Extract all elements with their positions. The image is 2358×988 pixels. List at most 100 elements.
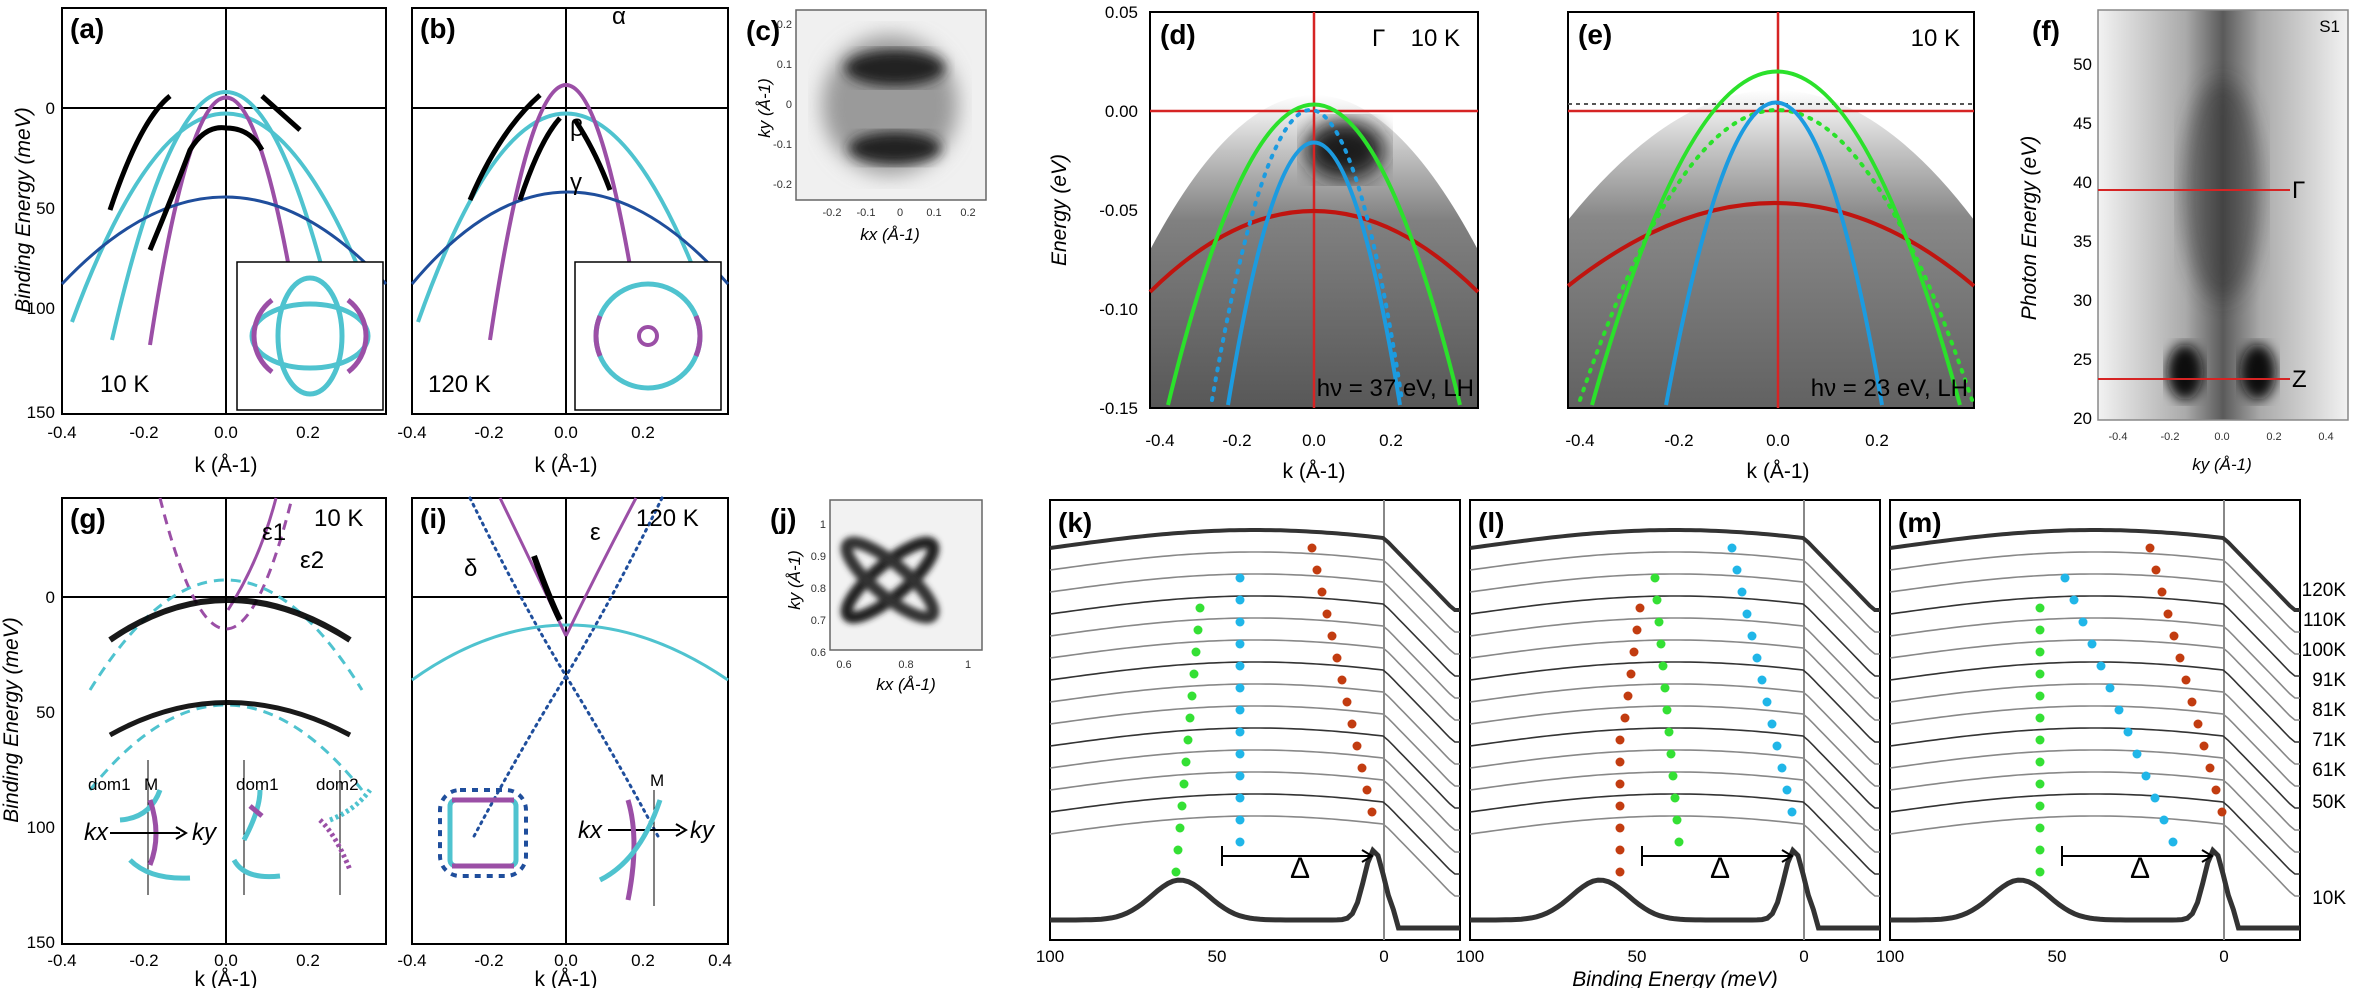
panel-b-inset-fs-pocket <box>637 325 659 347</box>
m-dot-series-2 <box>2168 837 2178 847</box>
m-dot-series-2 <box>2150 793 2160 803</box>
panel-d-photon: hν = 37 eV, LH <box>1317 375 1474 402</box>
f-ytick-50: 50 <box>2073 55 2092 74</box>
panel-i-inset-fs-cyan <box>447 797 519 869</box>
i-xtick-3: 0.0 <box>554 951 578 970</box>
panel-f-frame <box>2097 9 2349 421</box>
ab-ytick-150: 150 <box>27 403 55 422</box>
l-xtick-100: 100 <box>1456 947 1484 966</box>
m-dot-series-3 <box>2181 675 2191 685</box>
m-delta-label: Δ <box>2130 852 2150 885</box>
j-ytick-4: 0.7 <box>811 615 826 627</box>
l-delta-label: Δ <box>1710 852 1730 885</box>
panel-c-fs-bottom-lobe <box>849 132 941 164</box>
l-dot-series-2 <box>1654 617 1664 627</box>
k-edc-curve <box>1049 749 1460 831</box>
l-dot-series-3 <box>1747 631 1757 641</box>
f-ytick-35: 35 <box>2073 232 2092 251</box>
m-edc-curve <box>1889 705 2300 787</box>
k-xtick-50: 50 <box>1208 947 1227 966</box>
panel-i-inset-fs-purple <box>452 797 514 869</box>
b-xtick-3: 0.0 <box>554 423 578 442</box>
f-ytick-30: 30 <box>2073 291 2092 310</box>
panel-g-temp: 10 K <box>314 505 363 532</box>
de-ytick-1: 0.05 <box>1105 3 1138 22</box>
k-dot-series-2 <box>1235 771 1245 781</box>
k-dot-series-2 <box>1235 705 1245 715</box>
c-ytick-2: 0.1 <box>777 59 792 71</box>
m-dot-series-3 <box>2205 763 2215 773</box>
m-xtick-100: 100 <box>1876 947 1904 966</box>
m-dot-series-3 <box>2187 697 2197 707</box>
panel-j-label: (j) <box>770 503 796 534</box>
m-edc-curve <box>1889 528 2300 612</box>
l-dot-series-3 <box>1752 653 1762 663</box>
m-dot-series-3 <box>2199 741 2209 751</box>
l-dot-series-3 <box>1762 697 1772 707</box>
m-dot-series-2 <box>2087 639 2097 649</box>
a-xlabel: k (Å-1) <box>195 454 258 477</box>
panel-e-photon: hν = 23 eV, LH <box>1811 375 1968 402</box>
temperature-label: 10K <box>2312 888 2346 909</box>
f-xtick-4: 0.2 <box>2266 431 2281 443</box>
k-edc-curve <box>1049 595 1460 677</box>
b-xtick-4: 0.2 <box>631 423 655 442</box>
g-xlabel: k (Å-1) <box>195 968 258 988</box>
panel-b-data-alpha <box>467 93 542 201</box>
panel-a-label: (a) <box>70 13 104 44</box>
panel-e-red-band <box>1566 201 1976 288</box>
panel-i-data <box>531 554 563 622</box>
panel-b-gamma-label: γ <box>570 169 582 196</box>
k-dot-series-3 <box>1342 697 1352 707</box>
m-dot-series-2 <box>2114 705 2124 715</box>
k-edc-curve <box>1049 727 1460 809</box>
panel-e-arpes-map <box>1568 90 1974 408</box>
m-edc-curve <box>1889 727 2300 809</box>
m-edc-curve <box>1889 551 2300 633</box>
g-xtick-4: 0.2 <box>296 951 320 970</box>
l-dot-series-3 <box>1777 763 1787 773</box>
temperature-labels: 120K 110K 100K 91K 81K 71K 61K 50K 10K <box>2302 580 2347 909</box>
panel-i-kx: kx <box>578 817 603 844</box>
j-xtick-2: 0.8 <box>898 659 913 671</box>
j-ytick-3: 0.8 <box>811 583 826 595</box>
c-ytick-1: 0.2 <box>777 19 792 31</box>
panel-i-M: M <box>650 771 664 790</box>
f-xtick-2: -0.2 <box>2161 431 2180 443</box>
m-dot-series-2 <box>2159 815 2169 825</box>
k-dot-series-3 <box>1332 653 1342 663</box>
m-dot-series-1 <box>2035 779 2045 789</box>
ab-ylabel: Binding Energy (meV) <box>12 107 35 312</box>
m-dot-series-1 <box>2035 669 2045 679</box>
panel-g-inset3-fs-cyan <box>329 788 372 823</box>
panel-a-alpha-band <box>70 111 382 323</box>
l-dot-series-1 <box>1635 603 1645 613</box>
k-dot-series-3 <box>1307 543 1317 553</box>
m-dot-series-3 <box>2211 785 2221 795</box>
l-dot-series-2 <box>1658 661 1668 671</box>
panel-d-label: (d) <box>1160 19 1196 50</box>
panel-e-temp: 10 K <box>1911 25 1960 52</box>
a-xtick-1: -0.4 <box>47 423 76 442</box>
l-dot-series-2 <box>1672 815 1682 825</box>
l-dot-series-1 <box>1615 801 1625 811</box>
m-dot-series-2 <box>2096 661 2106 671</box>
m-edc-curve <box>1889 771 2300 853</box>
panel-d-green-band <box>1166 102 1462 406</box>
axes-de: 0.05 0.00 -0.05 -0.10 -0.15 Energy (eV) … <box>1048 3 1889 483</box>
panel-e-blue-band <box>1664 100 1884 406</box>
panel-a-beta-band <box>148 95 304 346</box>
panel-b: (b) α β γ 120 K <box>410 3 730 415</box>
l-dot-series-1 <box>1615 845 1625 855</box>
l-dot-series-2 <box>1664 727 1674 737</box>
m-dot-series-2 <box>2123 727 2133 737</box>
k-xtick-100: 100 <box>1036 947 1064 966</box>
l-dot-series-1 <box>1615 823 1625 833</box>
k-dot-series-2 <box>1235 595 1245 605</box>
panel-g-kx-ky-arrow <box>110 826 188 840</box>
panel-i-eps: ε <box>590 519 601 546</box>
m-dot-series-2 <box>2069 595 2079 605</box>
l-edc-curve <box>1469 617 1880 699</box>
m-dot-series-1 <box>2035 845 2045 855</box>
f-xtick-3: 0.0 <box>2214 431 2229 443</box>
